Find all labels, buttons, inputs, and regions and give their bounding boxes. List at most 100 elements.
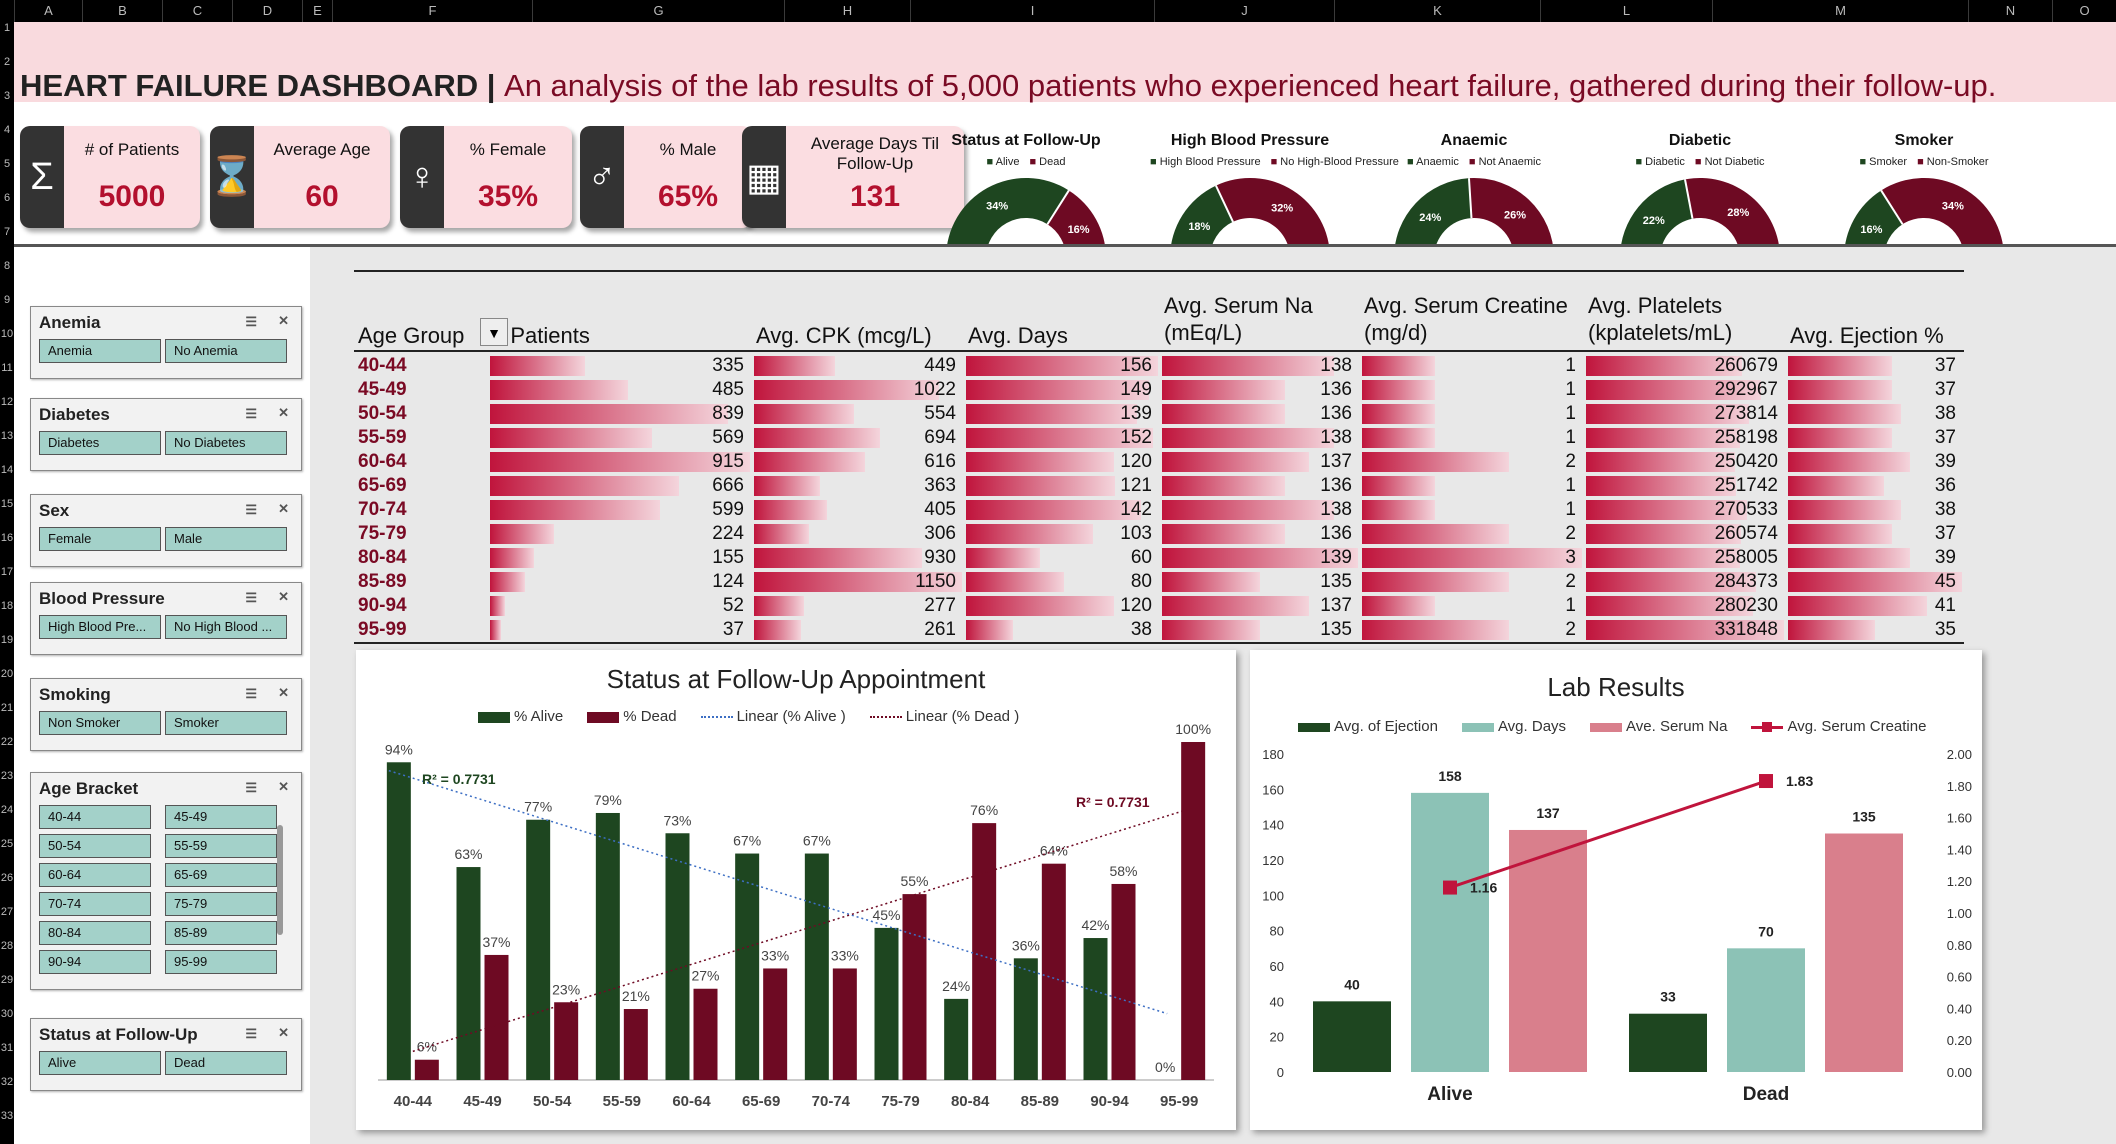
- row-header[interactable]: 23: [0, 770, 14, 782]
- row-header[interactable]: 11: [1, 362, 13, 374]
- column-header[interactable]: L: [1540, 0, 1712, 22]
- row-header[interactable]: 10: [0, 328, 14, 340]
- slicer-item[interactable]: 85-89: [165, 921, 277, 945]
- multi-select-icon[interactable]: ☰: [245, 1026, 257, 1041]
- dead-bar: [1181, 742, 1206, 1080]
- column-header[interactable]: K: [1334, 0, 1540, 22]
- filter-dropdown-icon[interactable]: ▼: [480, 318, 508, 346]
- row-header[interactable]: 13: [0, 430, 14, 442]
- x-tick-label: 65-69: [742, 1093, 780, 1110]
- multi-select-icon[interactable]: ☰: [245, 780, 257, 795]
- slicer-item[interactable]: Alive: [39, 1051, 161, 1075]
- row-header[interactable]: 6: [3, 192, 11, 204]
- slicer-item[interactable]: Non Smoker: [39, 711, 161, 735]
- row-header[interactable]: 20: [0, 668, 14, 680]
- multi-select-icon[interactable]: ☰: [245, 590, 257, 605]
- slicer-item[interactable]: 60-64: [39, 863, 151, 887]
- row-header[interactable]: 33: [0, 1110, 14, 1122]
- row-header[interactable]: 2: [3, 56, 11, 68]
- column-header[interactable]: D: [232, 0, 302, 22]
- row-header[interactable]: 25: [0, 838, 14, 850]
- table-cell: 306: [924, 523, 956, 544]
- clear-filter-icon[interactable]: ✕: [278, 685, 289, 700]
- row-header[interactable]: 24: [0, 804, 14, 816]
- dashboard-title-main: HEART FAILURE DASHBOARD: [20, 68, 479, 103]
- multi-select-icon[interactable]: ☰: [245, 406, 257, 421]
- column-header[interactable]: F: [332, 0, 532, 22]
- table-cell: 485: [712, 379, 744, 400]
- slicer-item[interactable]: 65-69: [165, 863, 277, 887]
- age-group-cell: 75-79: [358, 523, 407, 544]
- row-header[interactable]: 27: [0, 906, 14, 918]
- slicer-scrollbar[interactable]: [277, 825, 283, 935]
- column-header[interactable]: E: [302, 0, 332, 22]
- clear-filter-icon[interactable]: ✕: [278, 313, 289, 328]
- row-header[interactable]: 32: [0, 1076, 14, 1088]
- row-header[interactable]: 29: [0, 974, 14, 986]
- data-label: 0%: [1155, 1059, 1175, 1075]
- clear-filter-icon[interactable]: ✕: [278, 779, 289, 794]
- row-header[interactable]: 30: [0, 1008, 14, 1020]
- slicer-item[interactable]: No High Blood ...: [165, 615, 287, 639]
- row-header[interactable]: 5: [3, 158, 11, 170]
- slicer-item[interactable]: Dead: [165, 1051, 287, 1075]
- column-header[interactable]: O: [2052, 0, 2116, 22]
- row-header[interactable]: 28: [0, 940, 14, 952]
- slicer-item[interactable]: 70-74: [39, 892, 151, 916]
- slicer-item[interactable]: No Anemia: [165, 339, 287, 363]
- slicer-item[interactable]: 45-49: [165, 805, 277, 829]
- slicer-item[interactable]: Male: [165, 527, 287, 551]
- row-header[interactable]: 3: [3, 90, 11, 102]
- multi-select-icon[interactable]: ☰: [245, 502, 257, 517]
- clear-filter-icon[interactable]: ✕: [278, 501, 289, 516]
- row-header[interactable]: 1: [3, 22, 11, 34]
- row-header[interactable]: 22: [0, 736, 14, 748]
- slicer-item[interactable]: Anemia: [39, 339, 161, 363]
- row-header[interactable]: 17: [0, 566, 14, 578]
- column-header[interactable]: B: [82, 0, 162, 22]
- gauge-red-label: 16%: [1068, 224, 1090, 236]
- legend-item: % Alive: [478, 708, 563, 725]
- row-header[interactable]: 26: [0, 872, 14, 884]
- slicer-item[interactable]: 95-99: [165, 950, 277, 974]
- row-header[interactable]: 8: [3, 260, 11, 272]
- column-header[interactable]: C: [162, 0, 232, 22]
- row-header[interactable]: 7: [3, 226, 11, 238]
- row-header[interactable]: 9: [3, 294, 11, 306]
- row-header[interactable]: 21: [0, 702, 14, 714]
- column-header[interactable]: M: [1712, 0, 1968, 22]
- column-header[interactable]: I: [910, 0, 1154, 22]
- table-cell: 138: [1320, 427, 1352, 448]
- slicer-item[interactable]: Diabetes: [39, 431, 161, 455]
- multi-select-icon[interactable]: ☰: [245, 686, 257, 701]
- legend-marker-icon: [1762, 721, 1773, 732]
- clear-filter-icon[interactable]: ✕: [278, 405, 289, 420]
- row-header[interactable]: 14: [0, 464, 14, 476]
- clear-filter-icon[interactable]: ✕: [278, 1025, 289, 1040]
- row-header[interactable]: 16: [0, 532, 14, 544]
- slicer-item[interactable]: No Diabetes: [165, 431, 287, 455]
- slicer-item[interactable]: 40-44: [39, 805, 151, 829]
- x-tick-label: 95-99: [1160, 1093, 1198, 1110]
- slicer-item[interactable]: 55-59: [165, 834, 277, 858]
- slicer-item[interactable]: High Blood Pre...: [39, 615, 161, 639]
- slicer-item[interactable]: 80-84: [39, 921, 151, 945]
- row-header[interactable]: 12: [0, 396, 14, 408]
- slicer-item[interactable]: 75-79: [165, 892, 277, 916]
- slicer-item[interactable]: 90-94: [39, 950, 151, 974]
- multi-select-icon[interactable]: ☰: [245, 314, 257, 329]
- row-header[interactable]: 4: [3, 124, 11, 136]
- column-header[interactable]: H: [784, 0, 910, 22]
- column-header[interactable]: N: [1968, 0, 2052, 22]
- row-header[interactable]: 15: [0, 498, 14, 510]
- column-header[interactable]: J: [1154, 0, 1334, 22]
- row-header[interactable]: 31: [0, 1042, 14, 1054]
- row-header[interactable]: 18: [0, 600, 14, 612]
- slicer-item[interactable]: Female: [39, 527, 161, 551]
- row-header[interactable]: 19: [0, 634, 14, 646]
- clear-filter-icon[interactable]: ✕: [278, 589, 289, 604]
- column-header[interactable]: A: [14, 0, 82, 22]
- slicer-item[interactable]: 50-54: [39, 834, 151, 858]
- column-header[interactable]: G: [532, 0, 784, 22]
- slicer-item[interactable]: Smoker: [165, 711, 287, 735]
